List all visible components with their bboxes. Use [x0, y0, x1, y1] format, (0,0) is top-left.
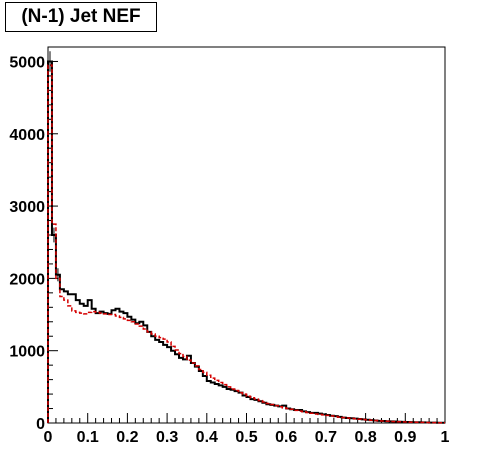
histogram-series-1	[47, 60, 445, 424]
x-tick-label: 0.7	[315, 429, 337, 446]
plot-frame	[47, 46, 446, 424]
series-layer	[47, 51, 445, 424]
y-tick-label: 1000	[9, 344, 45, 361]
y-tick-label: 2000	[9, 271, 45, 288]
x-tick-label: 0.1	[77, 429, 99, 446]
y-tick-label: 0	[36, 416, 45, 433]
tick-labels: 0 0.1 0.2 0.3 0.4 0.5 0.6 0.7 0.8 0.9 1 0 1000 2000 30…	[9, 54, 449, 446]
y-tick-label: 4000	[9, 127, 45, 144]
axis-ticks	[47, 46, 446, 424]
x-tick-label: 0.2	[116, 429, 138, 446]
x-tick-label: 0.6	[275, 429, 297, 446]
histogram-series-2	[47, 64, 445, 424]
x-tick-label: 0.9	[394, 429, 416, 446]
x-tick-label: 0	[44, 429, 53, 446]
x-tick-label: 0.8	[354, 429, 376, 446]
x-tick-label: 0.3	[156, 429, 178, 446]
x-tick-label: 0.5	[235, 429, 257, 446]
chart-title: (N-1) Jet NEF	[5, 2, 157, 32]
y-tick-label: 3000	[9, 199, 45, 216]
x-tick-label: 0.4	[196, 429, 218, 446]
y-tick-label: 5000	[9, 54, 45, 71]
x-tick-label: 1	[441, 429, 450, 446]
